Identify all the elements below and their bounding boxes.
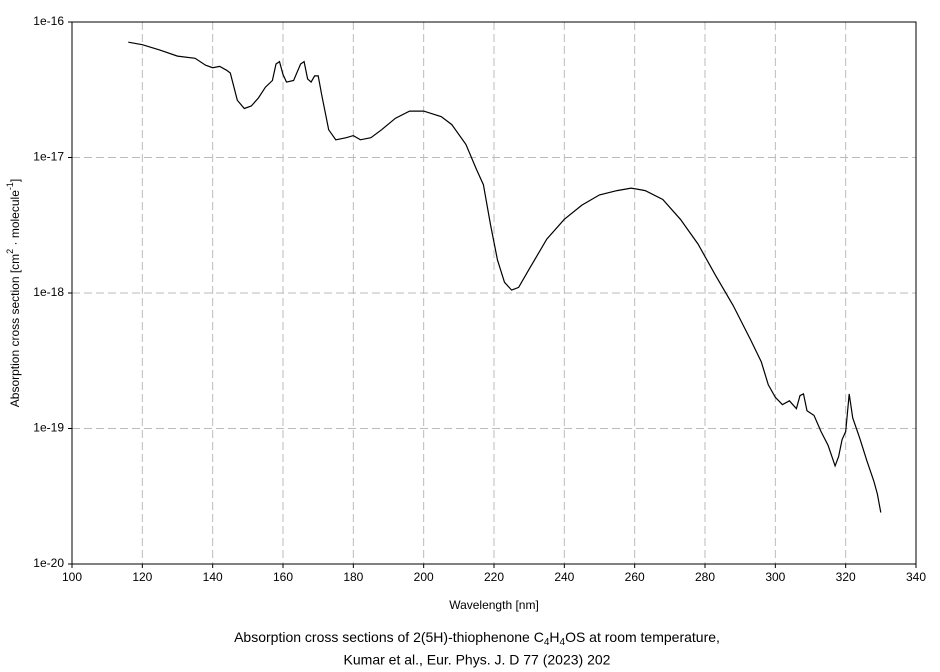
y-label-sup: 2 <box>5 249 15 254</box>
y-tick-label: 1e-17 <box>33 150 64 164</box>
y-label-sup: -1 <box>5 182 15 190</box>
y-tick-label: 1e-16 <box>33 14 64 28</box>
y-tick-label: 1e-18 <box>33 285 64 299</box>
caption-sub: 4 <box>560 637 566 648</box>
caption-part: H <box>549 629 559 645</box>
x-tick-label: 160 <box>273 570 293 584</box>
x-tick-label: 340 <box>906 570 926 584</box>
x-tick-label: 240 <box>554 570 574 584</box>
caption-line-2: Kumar et al., Eur. Phys. J. D 77 (2023) … <box>344 652 611 668</box>
x-tick-label: 260 <box>625 570 645 584</box>
caption-part: OS at room temperature, <box>565 629 720 645</box>
x-tick-label: 120 <box>132 570 152 584</box>
x-tick-label: 280 <box>695 570 715 584</box>
x-tick-label: 220 <box>484 570 504 584</box>
y-axis-label: Absorption cross section [cm2 · molecule… <box>5 179 22 407</box>
x-tick-label: 140 <box>203 570 223 584</box>
x-tick-label: 200 <box>414 570 434 584</box>
y-tick-label: 1e-19 <box>33 421 64 435</box>
y-tick-label: 1e-20 <box>33 556 64 570</box>
y-label-part: · molecule <box>8 190 22 249</box>
x-tick-label: 100 <box>62 570 82 584</box>
y-label-part: ] <box>8 179 22 182</box>
caption-sub: 4 <box>544 637 550 648</box>
plot-frame <box>71 21 917 565</box>
caption: Absorption cross sections of 2(5H)-thiop… <box>234 629 720 648</box>
x-tick-label: 180 <box>343 570 363 584</box>
x-tick-label: 300 <box>765 570 785 584</box>
x-tick-label: 320 <box>836 570 856 584</box>
data-line <box>128 41 882 513</box>
x-axis-label: Wavelength [nm] <box>449 598 539 612</box>
y-label-part: Absorption cross section [cm <box>8 254 22 407</box>
caption-part: Absorption cross sections of 2(5H)-thiop… <box>234 629 544 645</box>
